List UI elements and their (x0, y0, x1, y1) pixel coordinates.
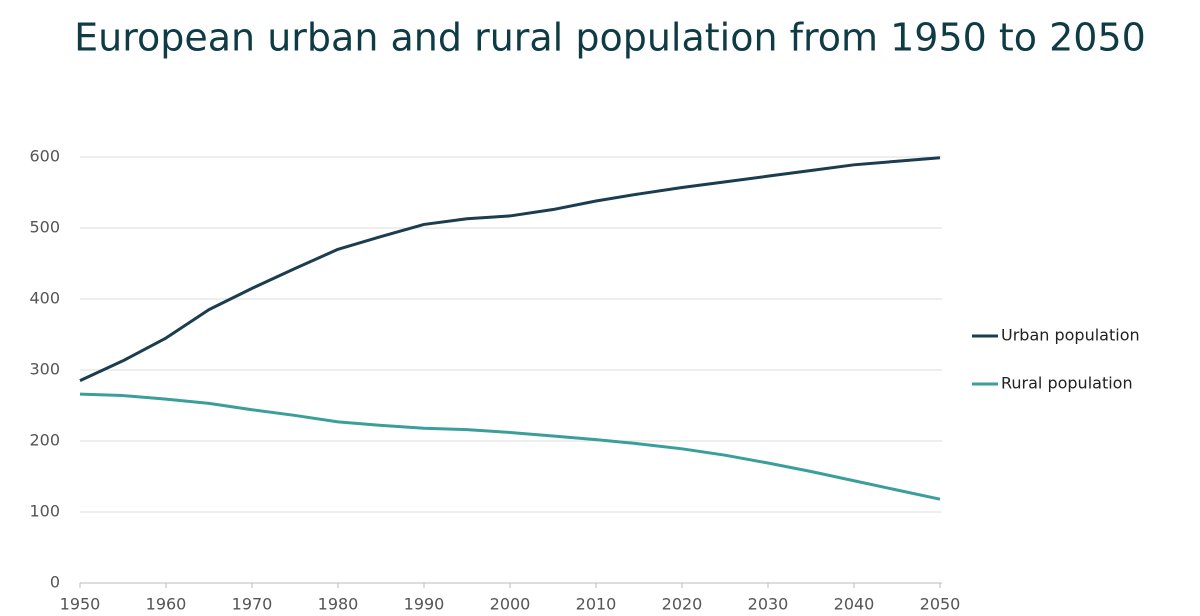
x-tick-label: 2020 (662, 595, 703, 614)
x-tick-label: 2000 (490, 595, 531, 614)
y-tick-label: 400 (29, 289, 60, 308)
data-line (79, 156, 941, 383)
y-tick-label: 100 (29, 502, 60, 521)
x-tick-label: 1950 (60, 595, 101, 614)
x-tick-label: 2050 (920, 595, 961, 614)
x-tick-label: 1990 (404, 595, 445, 614)
x-tick-label: 2030 (748, 595, 789, 614)
y-tick-label: 0 (50, 573, 60, 592)
x-tick-label: 2040 (834, 595, 875, 614)
x-tick-label: 2010 (576, 595, 617, 614)
y-tick-label: 600 (29, 147, 60, 166)
chart-title: European urban and rural population from… (74, 16, 1146, 60)
data-line (79, 392, 941, 501)
y-tick-label: 500 (29, 218, 60, 237)
y-tick-label: 300 (29, 360, 60, 379)
legend-label: Urban population (1001, 326, 1140, 345)
x-tick-label: 1960 (146, 595, 187, 614)
y-tick-label: 200 (29, 431, 60, 450)
x-tick-label: 1980 (318, 595, 359, 614)
legend-label: Rural population (1001, 374, 1133, 393)
x-tick-label: 1970 (232, 595, 273, 614)
